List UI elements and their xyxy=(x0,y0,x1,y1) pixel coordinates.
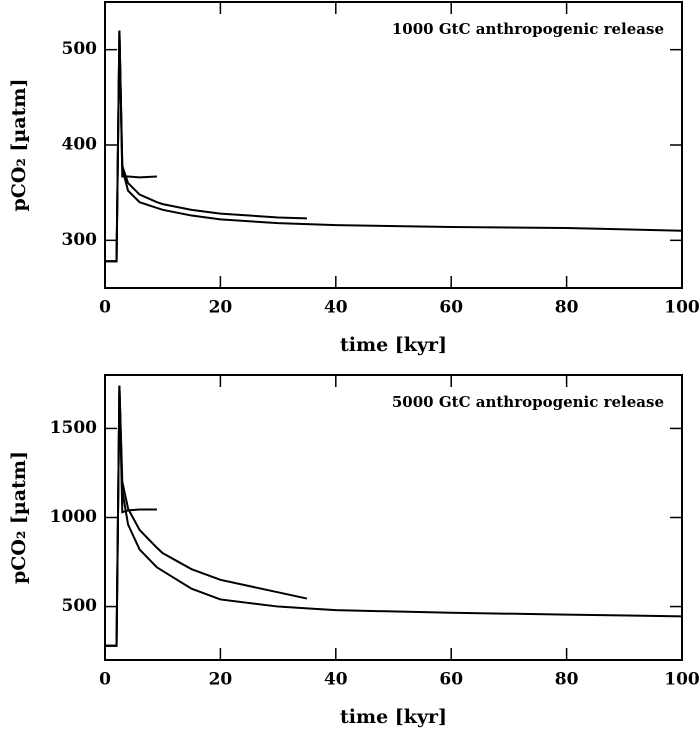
annotation: 5000 GtC anthropogenic release xyxy=(392,393,664,411)
y-axis-label: pCO₂ [µatm] xyxy=(8,451,30,584)
x-tick-label: 20 xyxy=(209,298,233,318)
x-axis-label: time [kyr] xyxy=(340,334,447,356)
y-tick-label: 300 xyxy=(62,230,98,250)
x-tick-label: 40 xyxy=(324,298,348,318)
x-tick-label: 40 xyxy=(324,670,348,690)
x-tick-label: 100 xyxy=(664,670,700,690)
x-tick-label: 0 xyxy=(99,298,111,318)
x-tick-label: 60 xyxy=(439,670,463,690)
data-line xyxy=(105,30,157,263)
plot-frame xyxy=(104,1,683,289)
x-tick-label: 100 xyxy=(664,298,700,318)
x-axis-label: time [kyr] xyxy=(340,706,447,728)
y-tick-label: 1500 xyxy=(50,418,97,438)
x-tick-label: 80 xyxy=(555,670,579,690)
x-tick-label: 20 xyxy=(209,670,233,690)
data-line xyxy=(105,385,683,647)
data-line xyxy=(105,30,683,263)
x-tick-label: 80 xyxy=(555,298,579,318)
data-line xyxy=(105,385,157,647)
y-tick-label: 500 xyxy=(62,596,98,616)
plot-frame xyxy=(104,374,683,661)
y-tick-label: 500 xyxy=(62,39,98,59)
annotation: 1000 GtC anthropogenic release xyxy=(392,20,664,38)
x-tick-label: 60 xyxy=(439,298,463,318)
data-line xyxy=(105,30,307,263)
y-tick-label: 400 xyxy=(62,135,98,155)
y-tick-label: 1000 xyxy=(50,507,97,527)
x-tick-label: 0 xyxy=(99,670,111,690)
y-axis-label: pCO₂ [µatm] xyxy=(8,79,30,212)
